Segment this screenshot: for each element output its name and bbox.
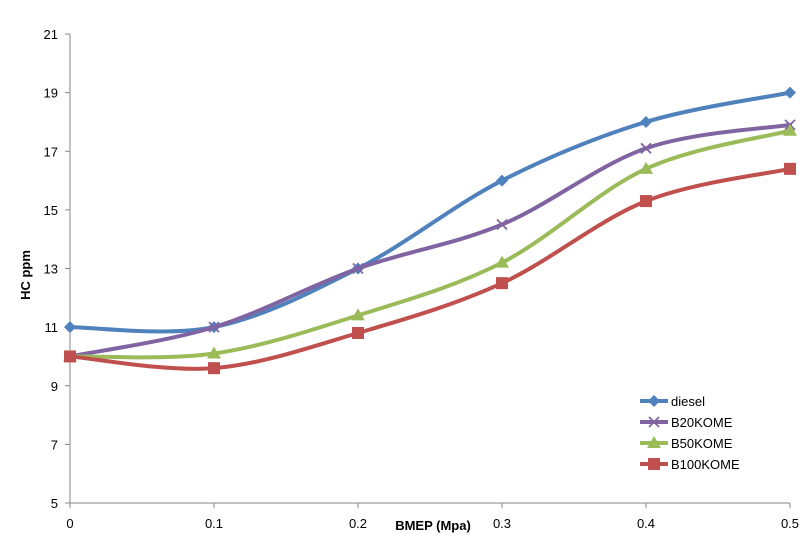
marker-stroke [640,142,652,154]
legend: diesel B20KOME B50KOME B100KOME [640,394,740,472]
data-point [352,262,364,275]
x-tick-label: 0.4 [637,516,655,531]
data-point [64,321,76,334]
data-point [496,218,508,231]
data-point [208,321,220,333]
legend-item: diesel [640,394,705,409]
legend-label: diesel [671,394,705,409]
series-b100kome [64,162,796,375]
x-tick-label: 0 [66,516,73,531]
x-tick-label: 0.2 [349,516,367,531]
data-point [784,162,796,175]
y-axis-title: HC ppm [18,250,33,300]
marker-stroke [496,218,508,231]
legend-marker [647,436,661,448]
legend-item: B100KOME [640,457,740,472]
series-line [68,166,792,371]
x-axis-title: BMEP (Mpa) [395,518,471,533]
data-point [496,174,508,187]
y-tick-label: 13 [44,262,58,277]
marker-stroke [648,416,660,428]
data-point [352,326,364,339]
marker-stroke [208,321,220,333]
data-point [639,161,653,174]
x-tick-label: 0.1 [205,516,223,531]
data-point [640,115,652,128]
y-tick-label: 17 [44,144,58,159]
legend-marker [648,416,660,428]
marker-stroke [352,262,364,275]
y-tick-label: 11 [45,320,59,335]
series-group [63,86,797,375]
legend-label: B100KOME [671,457,740,472]
data-point [495,255,509,268]
legend-marker [648,458,660,470]
legend-item: B50KOME [640,436,733,451]
legend-label: B50KOME [671,436,733,451]
y-tick-label: 21 [44,27,58,42]
data-point [640,195,652,208]
y-tick-label: 9 [51,379,58,394]
y-tick-label: 7 [51,437,58,452]
series-line [68,122,792,359]
series-b50kome [63,123,797,362]
data-point [64,350,76,363]
data-point [640,142,652,154]
data-point [784,86,796,99]
legend-marker [648,395,660,407]
y-tick-label: 19 [44,86,58,101]
tick-labels: 5 7 9 11 13 15 17 19 21 0 0.1 0.2 0.3 0.4 0.5 [44,27,800,531]
x-tick-label: 0.3 [493,516,511,531]
series-line [68,90,792,334]
data-point [208,362,220,375]
data-point [207,346,221,359]
series-line [68,128,792,360]
series-diesel [64,86,796,334]
data-point [351,308,365,321]
y-tick-label: 15 [44,203,58,218]
data-point [783,123,797,136]
legend-item: B20KOME [640,415,733,430]
y-tick-label: 5 [51,496,58,511]
legend-label: B20KOME [671,415,733,430]
data-point [496,277,508,290]
x-tick-label: 0.5 [781,516,799,531]
